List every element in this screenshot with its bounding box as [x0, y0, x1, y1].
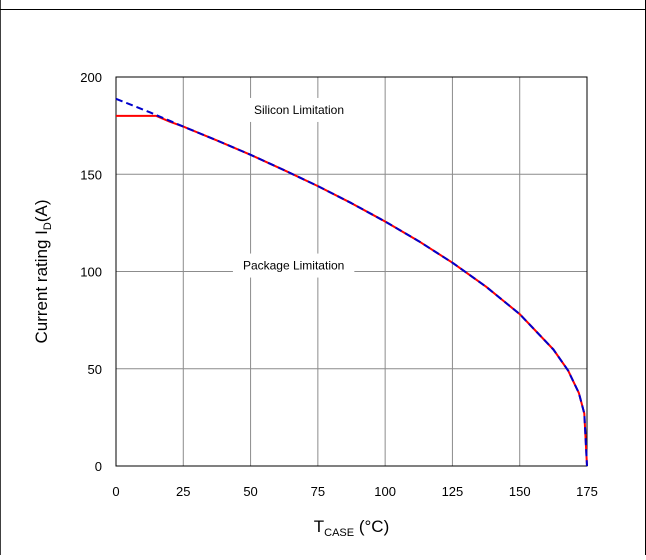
x-tick-label: 175 — [576, 484, 598, 499]
annotation-backing — [243, 97, 355, 122]
series-lines — [115, 97, 588, 467]
annotation-backing — [232, 253, 355, 278]
x-axis-title: TCASE (°C) — [314, 517, 389, 539]
annotation-text: Silicon Limitation — [254, 103, 344, 117]
silicon-limit-line — [115, 97, 588, 467]
annotation-text: Package Limitation — [243, 259, 344, 273]
package-limitation-label: Package Limitation — [232, 253, 355, 278]
x-tick-labels: 0 25 50 75 100 125 150 175 — [112, 484, 597, 499]
y-axis-title: Current rating ID(A) — [32, 199, 54, 343]
x-tick-label: 125 — [442, 484, 464, 499]
y-tick-label: 50 — [88, 362, 102, 377]
annotations: Silicon Limitation Package Limitation — [232, 97, 355, 278]
x-tick-label: 50 — [243, 484, 257, 499]
x-tick-label: 150 — [509, 484, 531, 499]
y-tick-labels: 0 50 100 150 200 — [80, 70, 102, 474]
plot-area — [115, 76, 588, 467]
y-tick-label: 0 — [95, 459, 102, 474]
y-tick-label: 150 — [80, 167, 102, 182]
x-tick-label: 75 — [311, 484, 325, 499]
y-tick-label: 100 — [80, 265, 102, 280]
x-tick-label: 100 — [374, 484, 396, 499]
y-tick-label: 200 — [80, 70, 102, 85]
x-tick-label: 0 — [112, 484, 119, 499]
silicon-limitation-label: Silicon Limitation — [243, 97, 355, 122]
x-tick-label: 25 — [176, 484, 190, 499]
package-limit-line — [116, 114, 588, 467]
